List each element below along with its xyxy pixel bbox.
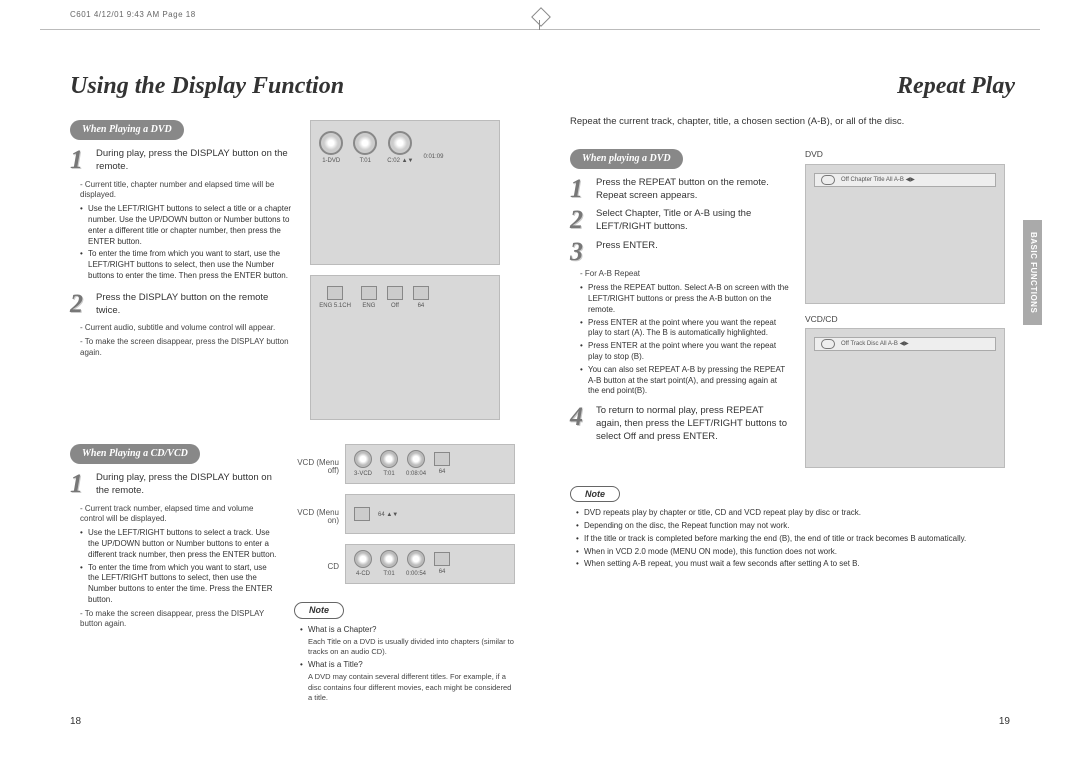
note-text: Each Title on a DVD is usually divided i… [308,637,515,657]
page-left: Using the Display Function When Playing … [40,40,540,733]
section-pill: When Playing a DVD [70,120,184,140]
step-sub: - Current audio, subtitle and volume con… [80,323,295,334]
note-bullet: What is a Title? [300,660,515,671]
note-bullet: When in VCD 2.0 mode (MENU ON mode), thi… [576,547,1015,558]
vcd-label: VCD (Menu on) [294,509,339,527]
note-bullet: When setting A-B repeat, you must wait a… [576,559,1015,570]
dvd-label: DVD [805,149,1015,160]
step-sub: - Current track number, elapsed time and… [80,504,279,526]
step-text: Press the DISPLAY button on the remote t… [96,292,295,318]
step-sub: - Current title, chapter number and elap… [80,180,295,202]
step-number: 1 [70,472,88,498]
note-bullet: If the title or track is completed befor… [576,534,1015,545]
bullet: To enter the time from which you want to… [80,249,295,281]
display-mock-cd: 4-CD T:01 0:00:54 64 [345,544,515,584]
step-number: 1 [570,177,588,203]
display-mock-vcd2: 64 ▲▼ [345,494,515,534]
intro-text: Repeat the current track, chapter, title… [570,116,1015,129]
display-mock-1: 1-DVD T:01 C:02 ▲▼ 0:01:09 [310,120,500,265]
step-text: Select Chapter, Title or A-B using the L… [596,208,790,234]
page-right: Repeat Play Repeat the current track, ch… [540,40,1040,733]
bullet: Press ENTER at the point where you want … [580,341,790,363]
step-text: To return to normal play, press REPEAT a… [596,405,790,443]
display-mock-vcd: 3-VCD T:01 0:08:04 64 [345,444,515,484]
page-number: 18 [70,715,81,729]
center-crop-mark [539,20,541,30]
step-number: 3 [570,240,588,263]
bullet: To enter the time from which you want to… [80,563,279,606]
bullet: You can also set REPEAT A-B by pressing … [580,365,790,397]
vcd-label: VCD/CD [805,314,1015,325]
step-text: During play, press the DISPLAY button on… [96,148,295,174]
bullet: Press the REPEAT button. Select A-B on s… [580,283,790,315]
step-text: Press the REPEAT button on the remote. R… [596,177,790,203]
vcd-label: VCD (Menu off) [294,459,339,477]
dvd-screen-mock: Off Chapter Title All A-B ◀▶ [805,164,1005,304]
page-title: Repeat Play [570,70,1015,102]
bullet: Use the LEFT/RIGHT buttons to select a t… [80,204,295,247]
step-sub: - For A-B Repeat [580,269,790,280]
section-pill: When Playing a CD/VCD [70,444,200,464]
step-number: 2 [570,208,588,234]
step-number: 2 [70,292,88,318]
note-bullet: DVD repeats play by chapter or title, CD… [576,508,1015,519]
bullet: Press ENTER at the point where you want … [580,318,790,340]
bullet: Use the LEFT/RIGHT buttons to select a t… [80,528,279,560]
step-sub: - To make the screen disappear, press th… [80,609,279,631]
page-title: Using the Display Function [70,70,515,102]
vcd-screen-mock: Off Track Disc All A-B ◀▶ [805,328,1005,468]
step-number: 4 [570,405,588,443]
side-tab: BASIC FUNCTIONS [1023,220,1042,325]
note-bullet: Depending on the disc, the Repeat functi… [576,521,1015,532]
display-mock-2: ENG 5.1CH ENG Off 64 [310,275,500,420]
step-text: Press ENTER. [596,240,790,263]
note-bullet: What is a Chapter? [300,625,515,636]
note-pill: Note [570,486,620,502]
page-number: 19 [999,715,1010,729]
step-number: 1 [70,148,88,174]
note-text: A DVD may contain several different titl… [308,672,515,702]
note-pill: Note [294,602,344,618]
section-pill: When playing a DVD [570,149,683,169]
cd-label: CD [294,563,339,572]
step-text: During play, press the DISPLAY button on… [96,472,279,498]
step-sub: - To make the screen disappear, press th… [80,337,295,359]
